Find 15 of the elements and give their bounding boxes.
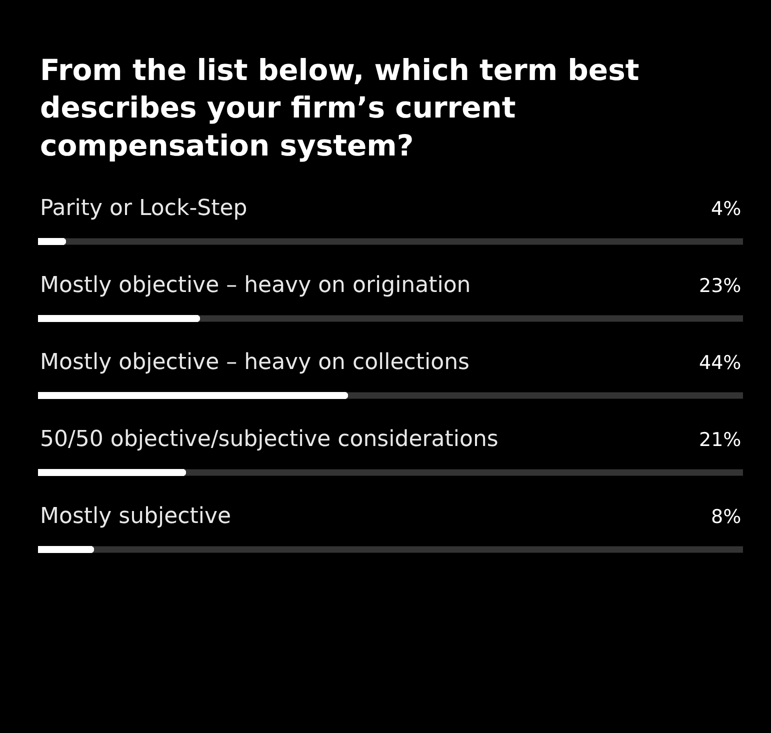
data-label: 4%: [711, 198, 742, 220]
chart-title: From the list below, which term best describes your firm’s current compensation system?: [40, 53, 640, 162]
y-tick-label: 50/50 objective/subjective considerations: [40, 427, 498, 452]
bar: [38, 238, 66, 245]
data-label: 8%: [711, 506, 742, 528]
data-label: 21%: [699, 429, 742, 451]
y-tick-label: Parity or Lock-Step: [40, 196, 248, 221]
bar: [38, 546, 94, 553]
bar: [38, 469, 186, 476]
y-tick-label: Mostly objective – heavy on origination: [40, 273, 471, 298]
y-tick-label: Mostly objective – heavy on collections: [40, 350, 470, 375]
y-tick-label: Mostly subjective: [40, 504, 232, 529]
bar: [38, 315, 200, 322]
data-label: 44%: [699, 352, 742, 374]
data-label: 23%: [699, 275, 742, 297]
